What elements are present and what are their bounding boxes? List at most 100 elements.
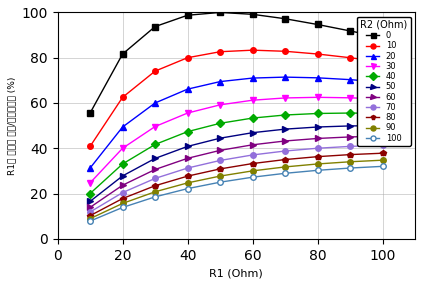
40 — [315, 112, 320, 115]
20 — [250, 76, 255, 80]
30 — [348, 96, 353, 99]
50 — [120, 174, 125, 178]
50 — [218, 137, 223, 140]
10 — [380, 60, 385, 64]
40 — [120, 162, 125, 166]
0 — [348, 29, 353, 32]
70 — [250, 153, 255, 157]
40 — [87, 192, 92, 195]
Line: 0: 0 — [87, 10, 385, 116]
60 — [153, 168, 158, 171]
90 — [218, 174, 223, 178]
10 — [87, 145, 92, 148]
40 — [380, 112, 385, 115]
80 — [250, 162, 255, 165]
90 — [380, 158, 385, 162]
10 — [315, 52, 320, 56]
10 — [153, 70, 158, 73]
80 — [283, 158, 288, 161]
30 — [185, 111, 190, 115]
10 — [348, 56, 353, 59]
60 — [348, 135, 353, 139]
100 — [218, 180, 223, 184]
90 — [153, 190, 158, 194]
10 — [120, 95, 125, 99]
90 — [185, 181, 190, 185]
60 — [250, 143, 255, 146]
60 — [315, 137, 320, 140]
Line: 60: 60 — [87, 133, 385, 210]
Line: 50: 50 — [87, 123, 385, 204]
90 — [348, 160, 353, 164]
30 — [283, 96, 288, 100]
0 — [153, 25, 158, 28]
90 — [315, 162, 320, 166]
50 — [283, 127, 288, 131]
60 — [120, 184, 125, 187]
30 — [250, 99, 255, 102]
50 — [185, 145, 190, 148]
100 — [120, 206, 125, 209]
50 — [315, 125, 320, 129]
60 — [380, 135, 385, 138]
60 — [283, 139, 288, 143]
Line: 80: 80 — [87, 150, 385, 219]
100 — [87, 219, 92, 223]
60 — [218, 149, 223, 152]
80 — [315, 155, 320, 158]
40 — [218, 122, 223, 125]
0 — [87, 111, 92, 115]
20 — [87, 166, 92, 170]
20 — [185, 87, 190, 91]
Y-axis label: R1에 전달된 전력/총입력전력 (%): R1에 전달된 전력/총입력전력 (%) — [7, 76, 16, 175]
Line: 70: 70 — [87, 142, 385, 215]
100 — [185, 187, 190, 190]
30 — [380, 97, 385, 101]
30 — [315, 95, 320, 99]
80 — [218, 167, 223, 171]
100 — [348, 166, 353, 170]
100 — [380, 165, 385, 168]
70 — [315, 146, 320, 150]
50 — [153, 157, 158, 160]
70 — [185, 166, 190, 170]
Line: 40: 40 — [87, 110, 385, 196]
50 — [380, 124, 385, 127]
40 — [250, 116, 255, 120]
70 — [87, 210, 92, 214]
10 — [250, 48, 255, 52]
40 — [348, 111, 353, 115]
Line: 20: 20 — [87, 74, 385, 171]
20 — [348, 78, 353, 81]
0 — [380, 36, 385, 39]
90 — [250, 169, 255, 173]
0 — [120, 52, 125, 56]
40 — [153, 143, 158, 146]
30 — [120, 146, 125, 150]
0 — [315, 23, 320, 26]
20 — [218, 80, 223, 83]
80 — [120, 197, 125, 200]
80 — [87, 214, 92, 217]
40 — [185, 130, 190, 133]
20 — [315, 76, 320, 80]
80 — [153, 184, 158, 188]
0 — [250, 13, 255, 16]
Legend: 0, 10, 20, 30, 40, 50, 60, 70, 80, 90, 100: 0, 10, 20, 30, 40, 50, 60, 70, 80, 90, 1… — [357, 17, 411, 146]
80 — [380, 152, 385, 155]
20 — [283, 76, 288, 79]
10 — [218, 50, 223, 53]
0 — [283, 17, 288, 21]
Line: 10: 10 — [87, 47, 385, 149]
Line: 100: 100 — [87, 164, 385, 224]
50 — [348, 124, 353, 128]
90 — [87, 217, 92, 220]
30 — [87, 181, 92, 185]
70 — [283, 149, 288, 153]
30 — [153, 125, 158, 128]
20 — [120, 125, 125, 129]
0 — [218, 11, 223, 14]
90 — [120, 202, 125, 205]
20 — [380, 80, 385, 84]
80 — [348, 153, 353, 156]
